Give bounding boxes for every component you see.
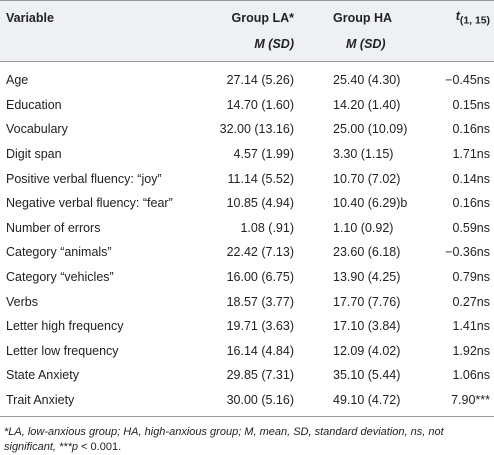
header-cell: Group LA* <box>200 0 308 31</box>
mean-label: M <box>254 37 265 51</box>
table-cell: −0.45ns <box>445 73 490 88</box>
table-cell: 35.10 (5.44) <box>333 368 401 383</box>
t-symbol: t <box>455 9 460 24</box>
footnote-text: ***p <box>59 441 78 454</box>
mean-label: M <box>346 37 357 51</box>
table-cell: Category “vehicles” <box>6 270 114 285</box>
table-cell: 12.09 (4.02) <box>333 343 401 358</box>
table-cell: 14.70 (1.60) <box>226 97 294 112</box>
table-cell: −0.36ns <box>445 245 490 260</box>
table-cell: State Anxiety <box>6 368 79 383</box>
table-cell: 1.08 (.91) <box>240 220 294 235</box>
table-row: Letter low frequency 16.14 (4.84) 12.09 (4… <box>0 339 494 364</box>
table-cell: 10.40 (6.29)b <box>333 196 408 211</box>
table-row: Trait Anxiety 30.00 (5.16) 49.10 (4.72) 7.9… <box>0 387 494 418</box>
table-cell: Number of errors <box>6 220 101 235</box>
sd-label: (SD) <box>268 37 294 51</box>
table-cell: Positive verbal fluency: “joy” <box>6 171 162 186</box>
table-cell: 1.10 (0.92) <box>333 220 394 235</box>
table-cell: 1.92ns <box>452 343 490 358</box>
data-table: Variable Group LA* Group HA t(1, 15) M (… <box>0 0 494 418</box>
table-cell: 1.06ns <box>452 368 490 383</box>
table-cell: 30.00 (5.16) <box>200 387 308 418</box>
table-row: Letter high frequency 19.71 (3.63) 17.10 (… <box>0 314 494 339</box>
table-cell: Digit span <box>6 147 62 162</box>
table-cell: 10.70 (7.02) <box>333 171 401 186</box>
table-cell: 3.30 (1.15) <box>333 147 394 162</box>
table-row: Education 14.70 (1.60) 14.20 (1.40) 0.15ns <box>0 93 494 118</box>
table-row: State Anxiety 29.85 (7.31) 35.10 (5.44) 1.0… <box>0 363 494 388</box>
subheader-cell: M (SD) <box>200 31 308 62</box>
table-cell: Verbs <box>6 294 38 309</box>
table-row: Digit span 4.57 (1.99) 3.30 (1.15) 1.71ns <box>0 142 494 167</box>
table-cell: 27.14 (5.26) <box>226 73 294 88</box>
footnote: *LA, low-anxious group; HA, high-anxious… <box>0 417 494 455</box>
table-row: Age 27.14 (5.26) 25.40 (4.30) −0.45ns <box>0 62 494 93</box>
sd-label: (SD) <box>359 37 386 51</box>
table-cell: 32.00 (13.16) <box>219 122 294 137</box>
table-cell: 16.14 (4.84) <box>226 343 294 358</box>
table-cell: 0.16ns <box>452 122 490 137</box>
table-cell: Negative verbal fluency: “fear” <box>6 196 173 211</box>
table-cell: 13.90 (4.25) <box>333 270 401 285</box>
table-cell: 25.00 (10.09) <box>333 122 408 137</box>
table-cell: 11.14 (5.52) <box>227 171 294 186</box>
table-cell: Letter low frequency <box>6 343 119 358</box>
table-cell: 23.60 (6.18) <box>333 245 401 260</box>
table-cell: 49.10 (4.72) <box>308 387 418 418</box>
subheader-cell: M (SD) <box>308 31 418 62</box>
table-row: Positive verbal fluency: “joy” 11.14 (5.5… <box>0 166 494 191</box>
table-cell: 1.71ns <box>452 147 490 162</box>
table-cell: 1.41ns <box>452 319 490 334</box>
table-cell: 10.85 (4.94) <box>226 196 294 211</box>
table-cell: Vocabulary <box>6 122 68 137</box>
table-row: Category “animals” 22.42 (7.13) 23.60 (6.1… <box>0 240 494 265</box>
header-row: Variable Group LA* Group HA t(1, 15) <box>0 0 494 31</box>
footnote-text: < 0.001. <box>78 441 122 454</box>
table-cell: 0.27ns <box>452 294 490 309</box>
table-row: Negative verbal fluency: “fear” 10.85 (4.… <box>0 191 494 216</box>
table-row: Category “vehicles” 16.00 (6.75) 13.90 (4.… <box>0 265 494 290</box>
header-cell: t(1, 15) <box>418 0 494 31</box>
t-subscript: (1, 15) <box>459 15 490 27</box>
table-cell: 0.14ns <box>452 171 490 186</box>
table-cell: Category “animals” <box>6 245 112 260</box>
table-cell: 17.10 (3.84) <box>333 319 401 334</box>
table-cell: 0.15ns <box>452 97 490 112</box>
table-cell: 29.85 (7.31) <box>226 368 294 383</box>
table-cell: 25.40 (4.30) <box>333 73 401 88</box>
table-row: Verbs 18.57 (3.77) 17.70 (7.76) 0.27ns <box>0 289 494 314</box>
table-cell: 14.20 (1.40) <box>333 97 401 112</box>
table-cell: Letter high frequency <box>6 319 124 334</box>
table-row: Vocabulary 32.00 (13.16) 25.00 (10.09) 0.16… <box>0 117 494 142</box>
table-cell: Age <box>6 73 29 88</box>
table-cell: 0.16ns <box>452 196 490 211</box>
table-row: Number of errors 1.08 (.91) 1.10 (0.92) 0.5… <box>0 216 494 241</box>
header-cell: Variable <box>0 0 200 31</box>
table-cell: Trait Anxiety <box>0 387 200 418</box>
subheader-row: M (SD) M (SD) <box>0 31 494 62</box>
table-cell: 0.59ns <box>452 220 490 235</box>
table-cell: Education <box>6 97 62 112</box>
table-cell: 18.57 (3.77) <box>226 294 294 309</box>
header-cell: Group HA <box>308 0 418 31</box>
table-cell: 17.70 (7.76) <box>333 294 401 309</box>
table-cell: 7.90*** <box>418 387 494 418</box>
table-cell: 0.79ns <box>452 270 490 285</box>
table-cell: 22.42 (7.13) <box>226 245 294 260</box>
table-cell: 4.57 (1.99) <box>233 147 294 162</box>
table-cell: 16.00 (6.75) <box>226 270 294 285</box>
table-cell: 19.71 (3.63) <box>226 319 294 334</box>
